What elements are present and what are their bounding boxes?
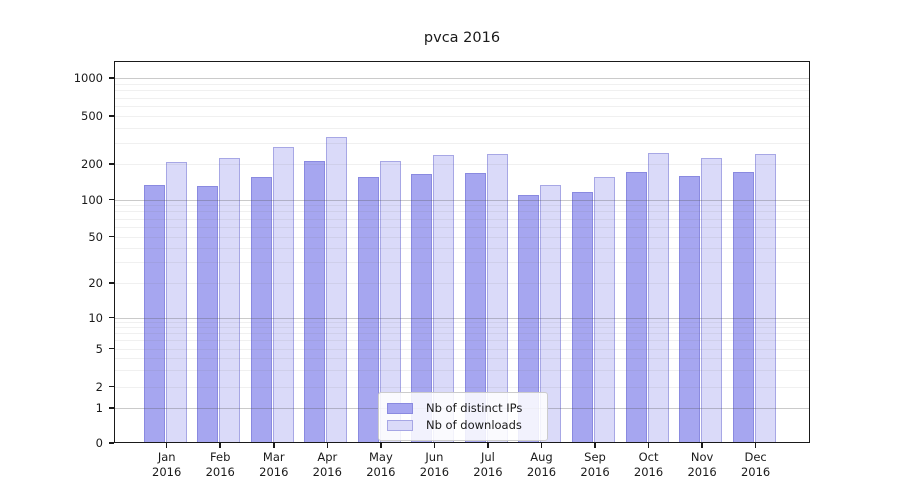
y-gridline-minor (114, 90, 810, 92)
x-tick-label: Jun 2016 (419, 450, 450, 479)
x-tick-label: Feb 2016 (205, 450, 235, 479)
bar-downloads (754, 154, 776, 443)
x-tick-label: Sep 2016 (580, 450, 610, 479)
bar-downloads (701, 158, 723, 443)
y-tick-mark (109, 163, 114, 165)
y-tick-mark (109, 316, 114, 319)
x-tick-mark (273, 443, 275, 448)
y-tick-mark (109, 235, 114, 238)
x-tick-mark (594, 443, 596, 448)
bar-downloads (272, 147, 294, 443)
bar-downloads (219, 158, 241, 443)
x-tick-mark (433, 443, 436, 448)
bar-downloads (647, 152, 669, 443)
y-tick-label: 10 (88, 310, 103, 325)
legend-label-downloads: Nb of downloads (426, 418, 522, 432)
x-tick-label: Aug 2016 (526, 450, 557, 479)
y-gridline-minor (114, 106, 810, 107)
x-tick-mark (326, 443, 329, 448)
x-tick-label: Dec 2016 (740, 450, 771, 479)
y-tick-label: 200 (81, 157, 103, 171)
y-gridline-minor (114, 83, 810, 85)
legend-swatch-downloads (387, 419, 413, 431)
x-tick-label: Nov 2016 (687, 450, 717, 479)
bar-distinct-ips (197, 186, 219, 443)
x-tick-mark (540, 443, 543, 448)
y-gridline-major (114, 78, 810, 79)
y-gridline-minor (114, 142, 810, 144)
x-tick-label: Jan 2016 (152, 450, 182, 479)
y-gridline-minor (114, 116, 810, 117)
x-tick-mark (754, 443, 757, 448)
bar-downloads (594, 177, 616, 443)
y-tick-mark (109, 198, 114, 201)
bar-distinct-ips (304, 160, 326, 443)
y-tick-mark (109, 442, 114, 444)
x-tick-mark (701, 443, 703, 448)
bar-distinct-ips (143, 184, 165, 443)
bar-distinct-ips (357, 177, 379, 443)
x-tick-label: Jul 2016 (473, 450, 503, 479)
chart-title: pvca 2016 (423, 30, 501, 46)
y-tick-label: 5 (95, 341, 103, 356)
legend-swatch-distinct-ips (387, 402, 413, 414)
legend-item-downloads: Nb of downloads (387, 417, 539, 433)
x-tick-label: May 2016 (366, 450, 396, 479)
legend: Nb of distinct IPs Nb of downloads (378, 392, 548, 441)
x-tick-mark (380, 443, 382, 448)
y-tick-mark (109, 282, 114, 284)
x-tick-mark (647, 443, 650, 448)
x-tick-label: Oct 2016 (633, 450, 664, 479)
legend-label-distinct-ips: Nb of distinct IPs (426, 401, 523, 415)
y-tick-label: 2 (95, 379, 103, 394)
y-tick-mark (109, 347, 114, 350)
y-tick-label: 100 (81, 192, 103, 207)
y-tick-label: 0 (95, 436, 103, 450)
bar-distinct-ips (250, 177, 272, 443)
x-tick-mark (487, 443, 489, 448)
y-gridline-minor (114, 97, 810, 99)
bar-downloads (326, 136, 348, 443)
bar-downloads (165, 161, 187, 443)
legend-item-distinct-ips: Nb of distinct IPs (387, 400, 539, 416)
x-tick-mark (165, 443, 168, 448)
y-tick-mark (109, 115, 114, 117)
y-tick-label: 50 (88, 229, 103, 244)
y-gridline-minor (114, 127, 810, 129)
y-tick-mark (109, 407, 114, 409)
y-tick-label: 500 (81, 109, 103, 123)
y-tick-mark (109, 385, 114, 388)
y-tick-label: 20 (88, 276, 103, 290)
bar-distinct-ips (732, 172, 754, 443)
y-tick-mark (109, 77, 114, 79)
bar-distinct-ips (625, 172, 647, 443)
x-tick-mark (219, 443, 221, 448)
bar-distinct-ips (679, 176, 701, 443)
bar-distinct-ips (572, 192, 594, 443)
x-tick-label: Apr 2016 (312, 450, 342, 479)
x-tick-label: Mar 2016 (259, 450, 289, 479)
y-tick-label: 1000 (73, 71, 103, 85)
y-tick-label: 1 (95, 401, 103, 415)
